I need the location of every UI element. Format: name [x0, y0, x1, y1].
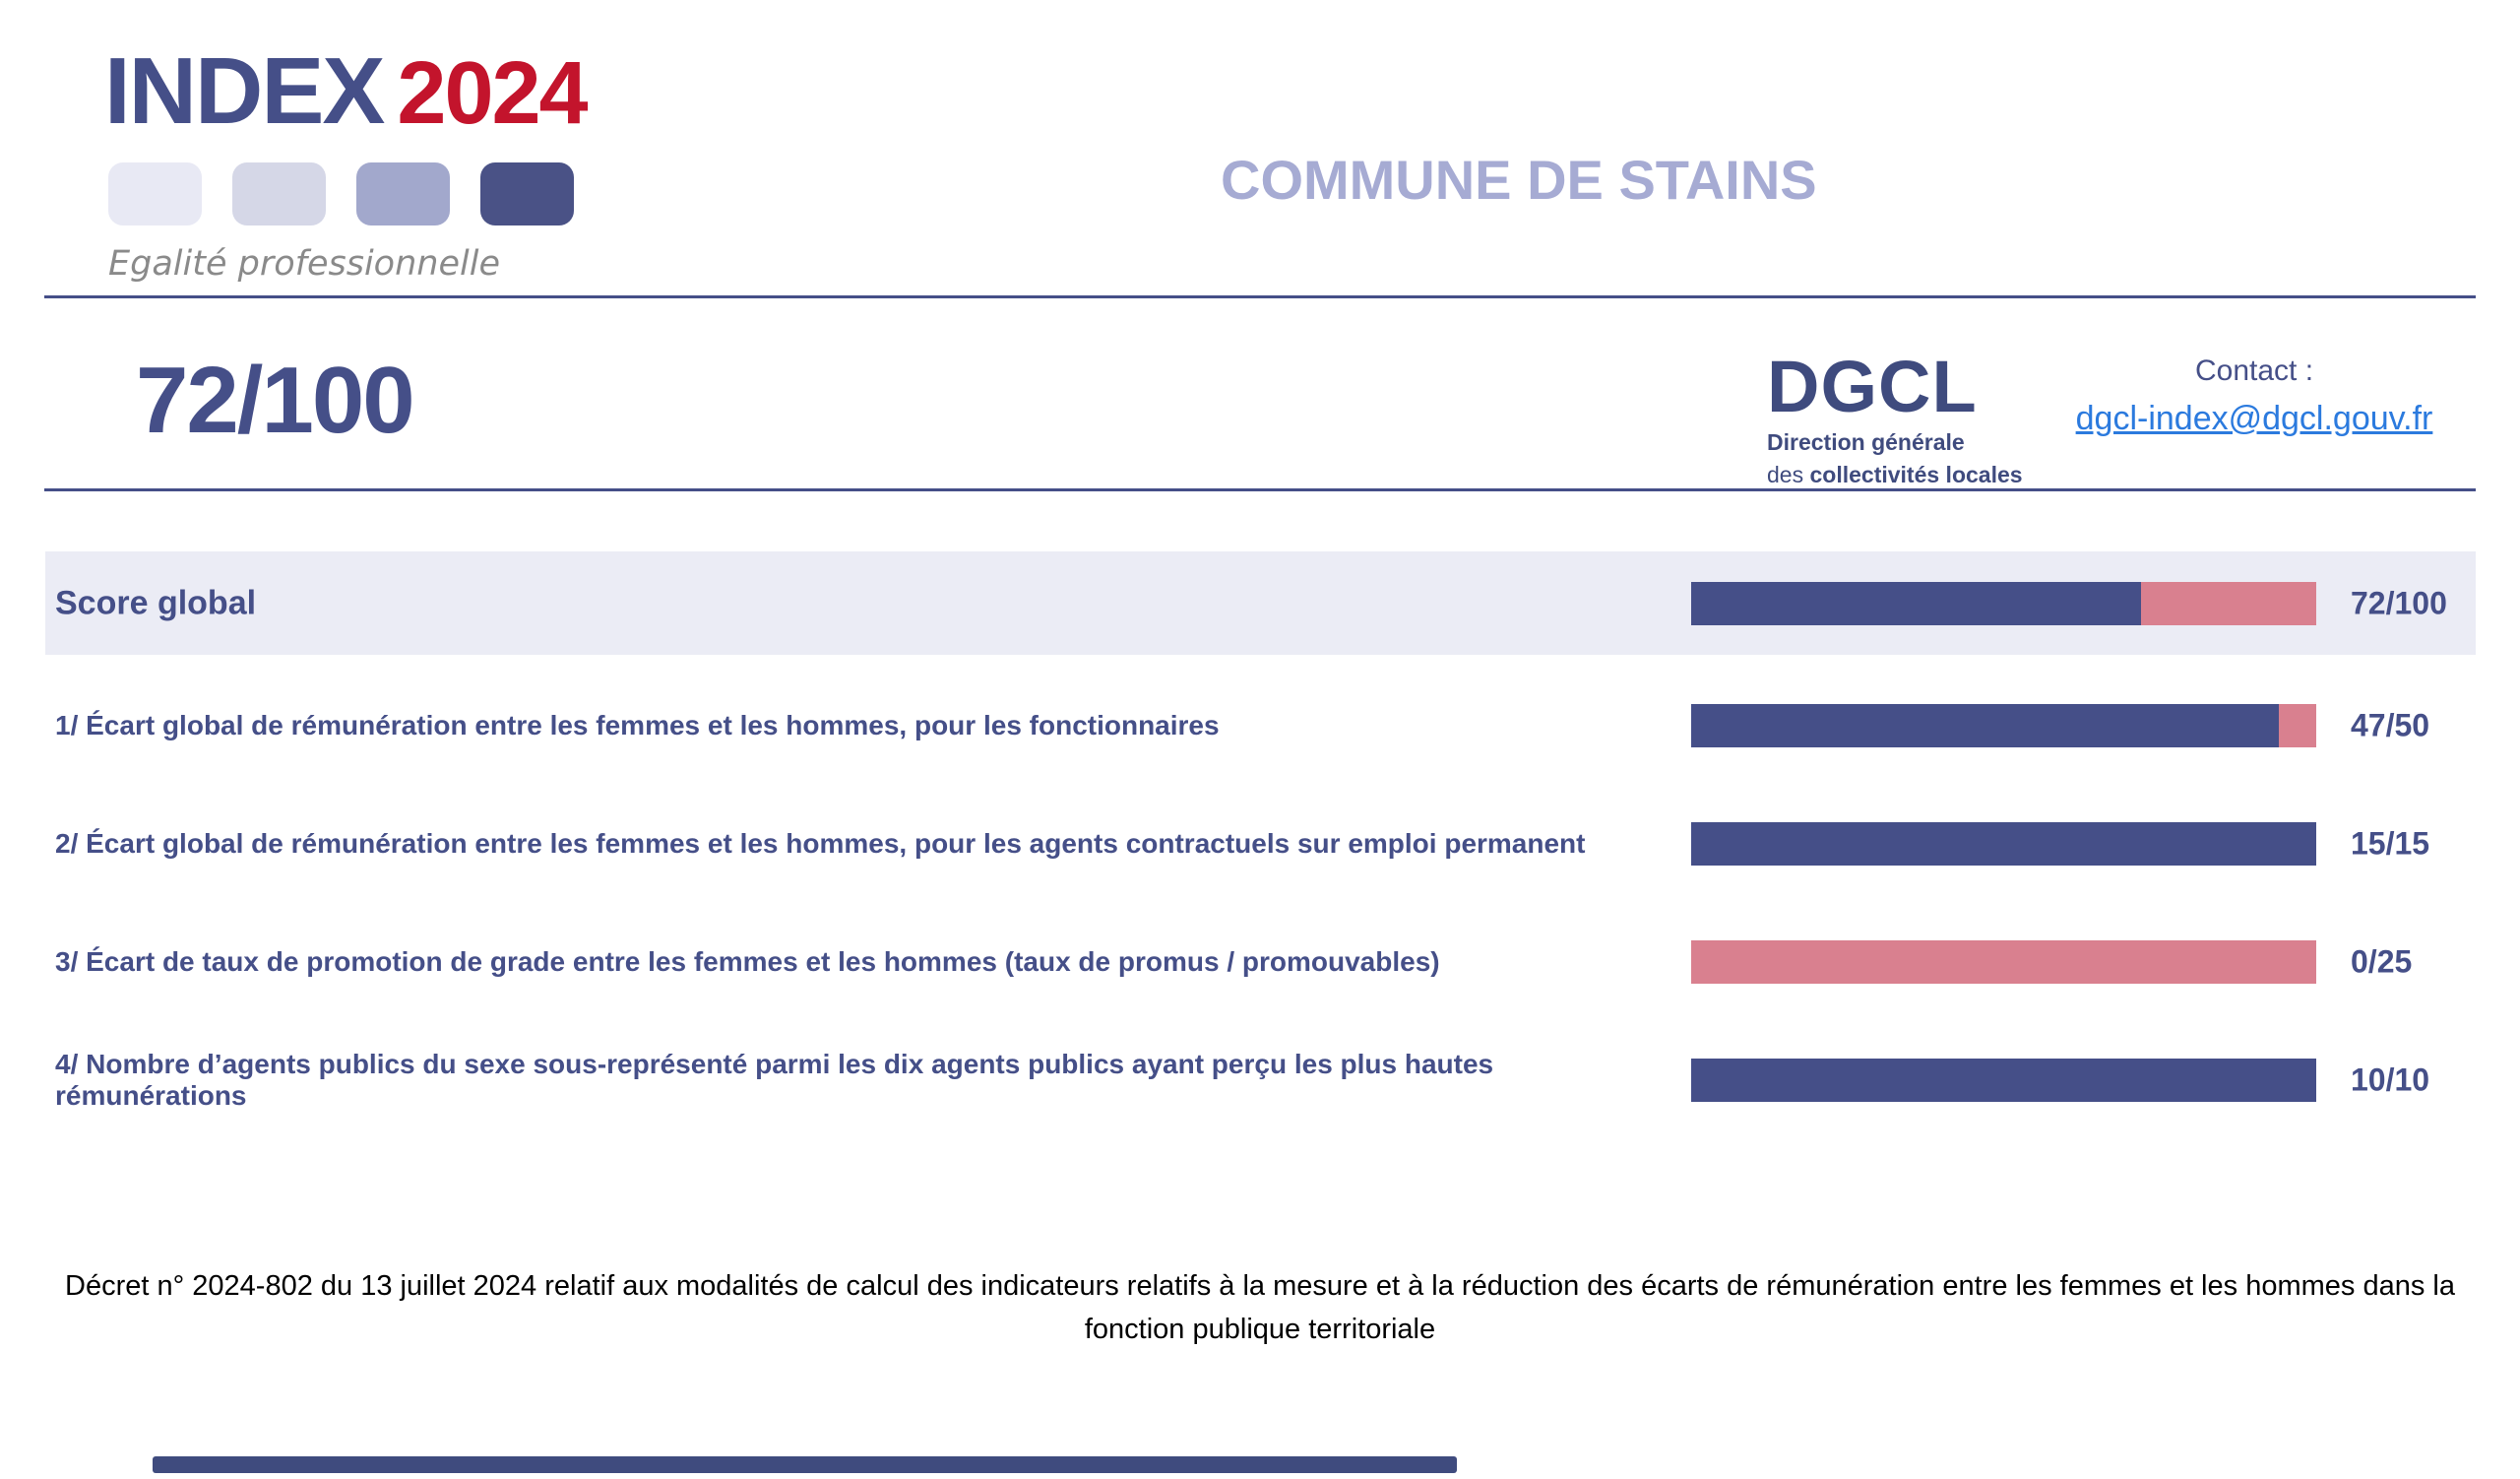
logo-subtitle: Egalité professionnelle — [108, 244, 500, 284]
logo-title: INDEX 2024 — [104, 37, 589, 146]
contact-email-link[interactable]: dgcl-index@dgcl.gouv.fr — [2075, 400, 2433, 437]
decree-text-block: Décret n° 2024-802 du 13 juillet 2024 re… — [0, 1264, 2520, 1351]
entity-name: COMMUNE DE STAINS — [1221, 149, 1817, 211]
score-bar-fill — [1691, 581, 2142, 625]
score-global-row: Score global 72/100 — [45, 551, 2476, 655]
logo-year-text: 2024 — [397, 44, 588, 143]
indicator-row: 4/ Nombre d’agents publics du sexe sous-… — [45, 1021, 2476, 1139]
score-bar-fill — [1691, 822, 2316, 866]
score-bar — [1691, 940, 2316, 984]
index-2024-logo: INDEX 2024 Egalité professionnelle — [104, 37, 589, 284]
score-value: 72/100 — [2351, 585, 2447, 620]
global-score-value: 72/100 — [136, 348, 415, 453]
dgcl-subtitle-line2: des collectivités locales — [1767, 462, 2023, 488]
logo-square — [356, 162, 450, 225]
score-value: 0/25 — [2351, 943, 2413, 980]
dgcl-subtitle-line2-regular: des — [1767, 462, 1810, 487]
footer-bar — [153, 1456, 1457, 1473]
decree-text: Décret n° 2024-802 du 13 juillet 2024 re… — [65, 1270, 2455, 1345]
score-value: 10/10 — [2351, 1061, 2430, 1098]
dgcl-subtitle-line2-bold: collectivités locales — [1809, 462, 2023, 487]
score-bar — [1691, 704, 2316, 747]
score-value: 47/50 — [2351, 707, 2430, 743]
score-value: 15/15 — [2351, 825, 2430, 862]
indicator-row: 2/ Écart global de rémunération entre le… — [45, 785, 2476, 903]
dgcl-logo: DGCL Direction générale des collectivité… — [1767, 351, 2023, 488]
score-bar-fill — [1691, 1059, 2316, 1102]
contact-label: Contact : — [2194, 354, 2314, 387]
logo-gradient-squares — [108, 162, 574, 225]
score-bar — [1691, 822, 2316, 866]
indicator-row: 1/ Écart global de rémunération entre le… — [45, 667, 2476, 785]
divider-line-bottom — [44, 488, 2476, 491]
logo-square — [232, 162, 326, 225]
logo-square — [480, 162, 574, 225]
divider-line-top — [44, 295, 2476, 298]
score-bar-fill — [1691, 704, 2279, 747]
indicator-row: 3/ Écart de taux de promotion de grade e… — [45, 903, 2476, 1021]
dgcl-subtitle-line1: Direction générale — [1767, 429, 1965, 455]
indicator-label: 1/ Écart global de rémunération entre le… — [55, 710, 1220, 740]
indicator-label: 4/ Nombre d’agents publics du sexe sous-… — [55, 1049, 1494, 1111]
logo-index-text: INDEX — [104, 38, 385, 144]
score-bar — [1691, 1059, 2316, 1102]
indicator-label: 2/ Écart global de rémunération entre le… — [55, 828, 1586, 859]
indicator-rows: Score global 72/100 1/ Écart global de rém… — [45, 551, 2476, 1139]
indicator-label: 3/ Écart de taux de promotion de grade e… — [55, 946, 1440, 977]
score-bar — [1691, 581, 2316, 625]
indicator-label: Score global — [55, 584, 257, 621]
dgcl-acronym: DGCL — [1767, 346, 1978, 427]
contact-block: Contact : dgcl-index@dgcl.gouv.fr — [2038, 354, 2471, 438]
logo-square — [108, 162, 202, 225]
